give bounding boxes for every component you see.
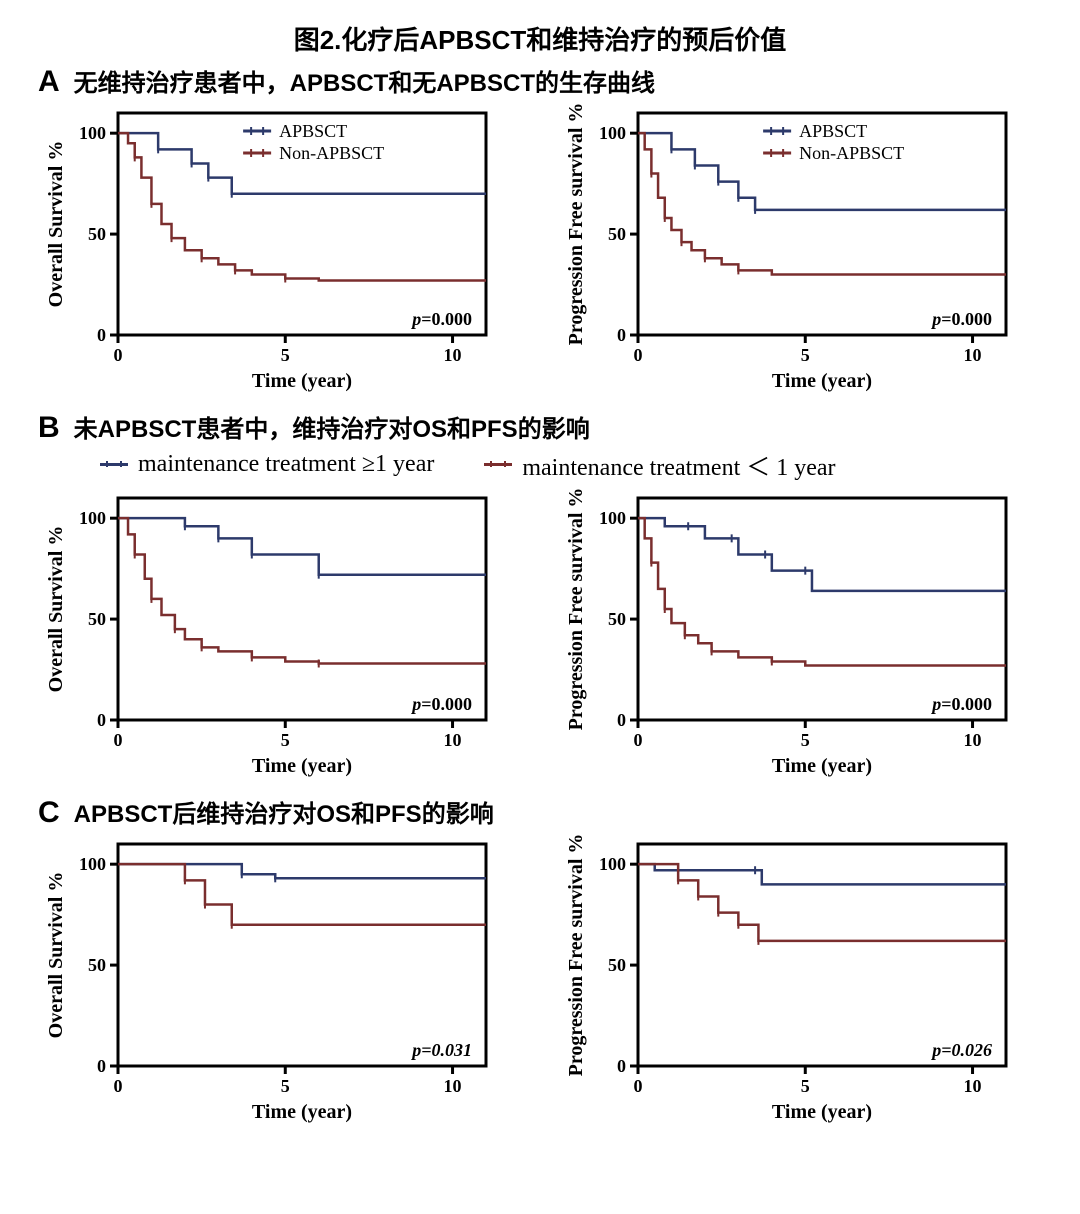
svg-text:Non-APBSCT: Non-APBSCT xyxy=(799,143,904,163)
svg-text:p=0.000: p=0.000 xyxy=(410,309,472,329)
svg-text:p=0.026: p=0.026 xyxy=(930,1040,992,1060)
panel: 0 50 100 0 5 10 Time (year) Overall Survival % p… xyxy=(40,484,500,784)
svg-text:50: 50 xyxy=(608,224,626,244)
legend-item: Non-APBSCT xyxy=(243,143,384,163)
svg-text:Time (year): Time (year) xyxy=(252,755,352,777)
svg-text:0: 0 xyxy=(634,1076,643,1096)
section-legend: maintenance treatment ≥1 year maintenance… xyxy=(100,447,1050,482)
svg-text:Time (year): Time (year) xyxy=(252,370,352,392)
svg-text:0: 0 xyxy=(634,345,643,365)
panel: 0 50 100 0 5 10 Time (year) Progression Free su… xyxy=(560,484,1020,784)
legend-item: maintenance treatment ≥1 year xyxy=(100,447,434,482)
svg-text:0: 0 xyxy=(634,730,643,750)
panel-row: 0501000510Time (year)Overall Survival %p… xyxy=(30,830,1050,1130)
svg-text:50: 50 xyxy=(88,955,106,975)
legend-item: maintenance treatment ＜ 1 year xyxy=(484,447,835,482)
svg-text:10: 10 xyxy=(964,1076,982,1096)
svg-text:Overall Survival %: Overall Survival % xyxy=(45,872,67,1039)
svg-text:0: 0 xyxy=(617,710,626,730)
svg-text:0: 0 xyxy=(114,1076,123,1096)
section-subtitle: 未APBSCT患者中，维持治疗对OS和PFS的影响 xyxy=(74,409,590,444)
svg-text:0: 0 xyxy=(114,345,123,365)
sections-container: A 无维持治疗患者中，APBSCT和无APBSCT的生存曲线 050100051… xyxy=(30,63,1050,1130)
section-header: B 未APBSCT患者中，维持治疗对OS和PFS的影响 xyxy=(38,409,1050,445)
km-chart-C0: 0 50 100 0 5 10 Time (year) Overall Survival % p… xyxy=(40,830,500,1130)
svg-text:0: 0 xyxy=(114,730,123,750)
svg-text:Overall Survival %: Overall Survival % xyxy=(45,526,67,693)
svg-text:p=0.000: p=0.000 xyxy=(410,694,472,714)
svg-text:Progression Free survival %: Progression Free survival % xyxy=(565,488,587,731)
section-header: A 无维持治疗患者中，APBSCT和无APBSCT的生存曲线 xyxy=(38,63,1050,99)
legend-label: maintenance treatment ≥1 year xyxy=(138,451,434,478)
svg-text:5: 5 xyxy=(801,1076,810,1096)
km-chart-A1: 0 50 100 0 5 10 Time (year) Progression Free su… xyxy=(560,99,1020,399)
legend-item: APBSCT xyxy=(763,121,867,141)
svg-text:Time (year): Time (year) xyxy=(772,755,872,777)
panel: 0 50 100 0 5 10 Time (year) Overall Survival % p… xyxy=(40,830,500,1130)
panel: 0 50 100 0 5 10 Time (year) Progression Free su… xyxy=(560,830,1020,1130)
section-B: B 未APBSCT患者中，维持治疗对OS和PFS的影响 maintenance … xyxy=(30,409,1050,784)
km-chart-C1: 0 50 100 0 5 10 Time (year) Progression Free su… xyxy=(560,830,1020,1130)
svg-text:100: 100 xyxy=(79,508,106,528)
svg-text:10: 10 xyxy=(964,730,982,750)
svg-text:0: 0 xyxy=(617,1056,626,1076)
svg-text:p=0.031: p=0.031 xyxy=(410,1040,472,1060)
svg-text:10: 10 xyxy=(964,345,982,365)
svg-text:10: 10 xyxy=(444,345,462,365)
panel-row: 0501000510Time (year)Overall Survival %p… xyxy=(30,484,1050,784)
figure-title: 图2.化疗后APBSCT和维持治疗的预后价值 xyxy=(30,20,1050,57)
svg-text:50: 50 xyxy=(88,609,106,629)
svg-text:5: 5 xyxy=(281,730,290,750)
svg-text:Time (year): Time (year) xyxy=(252,1101,352,1123)
km-chart-B1: 0 50 100 0 5 10 Time (year) Progression Free su… xyxy=(560,484,1020,784)
panel: 0 50 100 0 5 10 Time (year) Overall Survival % p… xyxy=(40,99,500,399)
svg-text:0: 0 xyxy=(617,325,626,345)
section-header: C APBSCT后维持治疗对OS和PFS的影响 xyxy=(38,794,1050,830)
panel: 0 50 100 0 5 10 Time (year) Progression Free su… xyxy=(560,99,1020,399)
svg-text:50: 50 xyxy=(608,955,626,975)
section-letter: C xyxy=(38,796,60,830)
svg-text:p=0.000: p=0.000 xyxy=(930,309,992,329)
section-subtitle: APBSCT后维持治疗对OS和PFS的影响 xyxy=(74,794,494,829)
section-A: A 无维持治疗患者中，APBSCT和无APBSCT的生存曲线 050100051… xyxy=(30,63,1050,399)
svg-text:Progression Free survival %: Progression Free survival % xyxy=(565,103,587,346)
svg-text:100: 100 xyxy=(79,123,106,143)
section-subtitle: 无维持治疗患者中，APBSCT和无APBSCT的生存曲线 xyxy=(74,63,655,98)
svg-text:50: 50 xyxy=(608,609,626,629)
svg-text:100: 100 xyxy=(599,854,626,874)
panel-row: 0501000510Time (year)Overall Survival %p… xyxy=(30,99,1050,399)
section-letter: B xyxy=(38,411,60,445)
legend-item: Non-APBSCT xyxy=(763,143,904,163)
svg-text:0: 0 xyxy=(97,325,106,345)
svg-text:0: 0 xyxy=(97,1056,106,1076)
svg-text:Progression Free survival %: Progression Free survival % xyxy=(565,834,587,1077)
svg-text:10: 10 xyxy=(444,1076,462,1096)
svg-text:5: 5 xyxy=(801,345,810,365)
svg-text:p=0.000: p=0.000 xyxy=(930,694,992,714)
section-C: C APBSCT后维持治疗对OS和PFS的影响 0501000510Time (… xyxy=(30,794,1050,1130)
svg-text:Time (year): Time (year) xyxy=(772,1101,872,1123)
legend-item: APBSCT xyxy=(243,121,347,141)
svg-text:Overall Survival %: Overall Survival % xyxy=(45,141,67,308)
svg-text:Time (year): Time (year) xyxy=(772,370,872,392)
km-chart-B0: 0 50 100 0 5 10 Time (year) Overall Survival % p… xyxy=(40,484,500,784)
svg-text:APBSCT: APBSCT xyxy=(799,121,867,141)
svg-text:5: 5 xyxy=(801,730,810,750)
svg-text:5: 5 xyxy=(281,1076,290,1096)
km-chart-A0: 0 50 100 0 5 10 Time (year) Overall Survival % p… xyxy=(40,99,500,399)
svg-text:100: 100 xyxy=(599,123,626,143)
svg-text:100: 100 xyxy=(599,508,626,528)
legend-label: maintenance treatment ＜ 1 year xyxy=(522,447,835,482)
svg-text:10: 10 xyxy=(444,730,462,750)
svg-text:Non-APBSCT: Non-APBSCT xyxy=(279,143,384,163)
svg-text:APBSCT: APBSCT xyxy=(279,121,347,141)
svg-text:0: 0 xyxy=(97,710,106,730)
section-letter: A xyxy=(38,65,60,99)
svg-text:100: 100 xyxy=(79,854,106,874)
svg-text:50: 50 xyxy=(88,224,106,244)
svg-text:5: 5 xyxy=(281,345,290,365)
